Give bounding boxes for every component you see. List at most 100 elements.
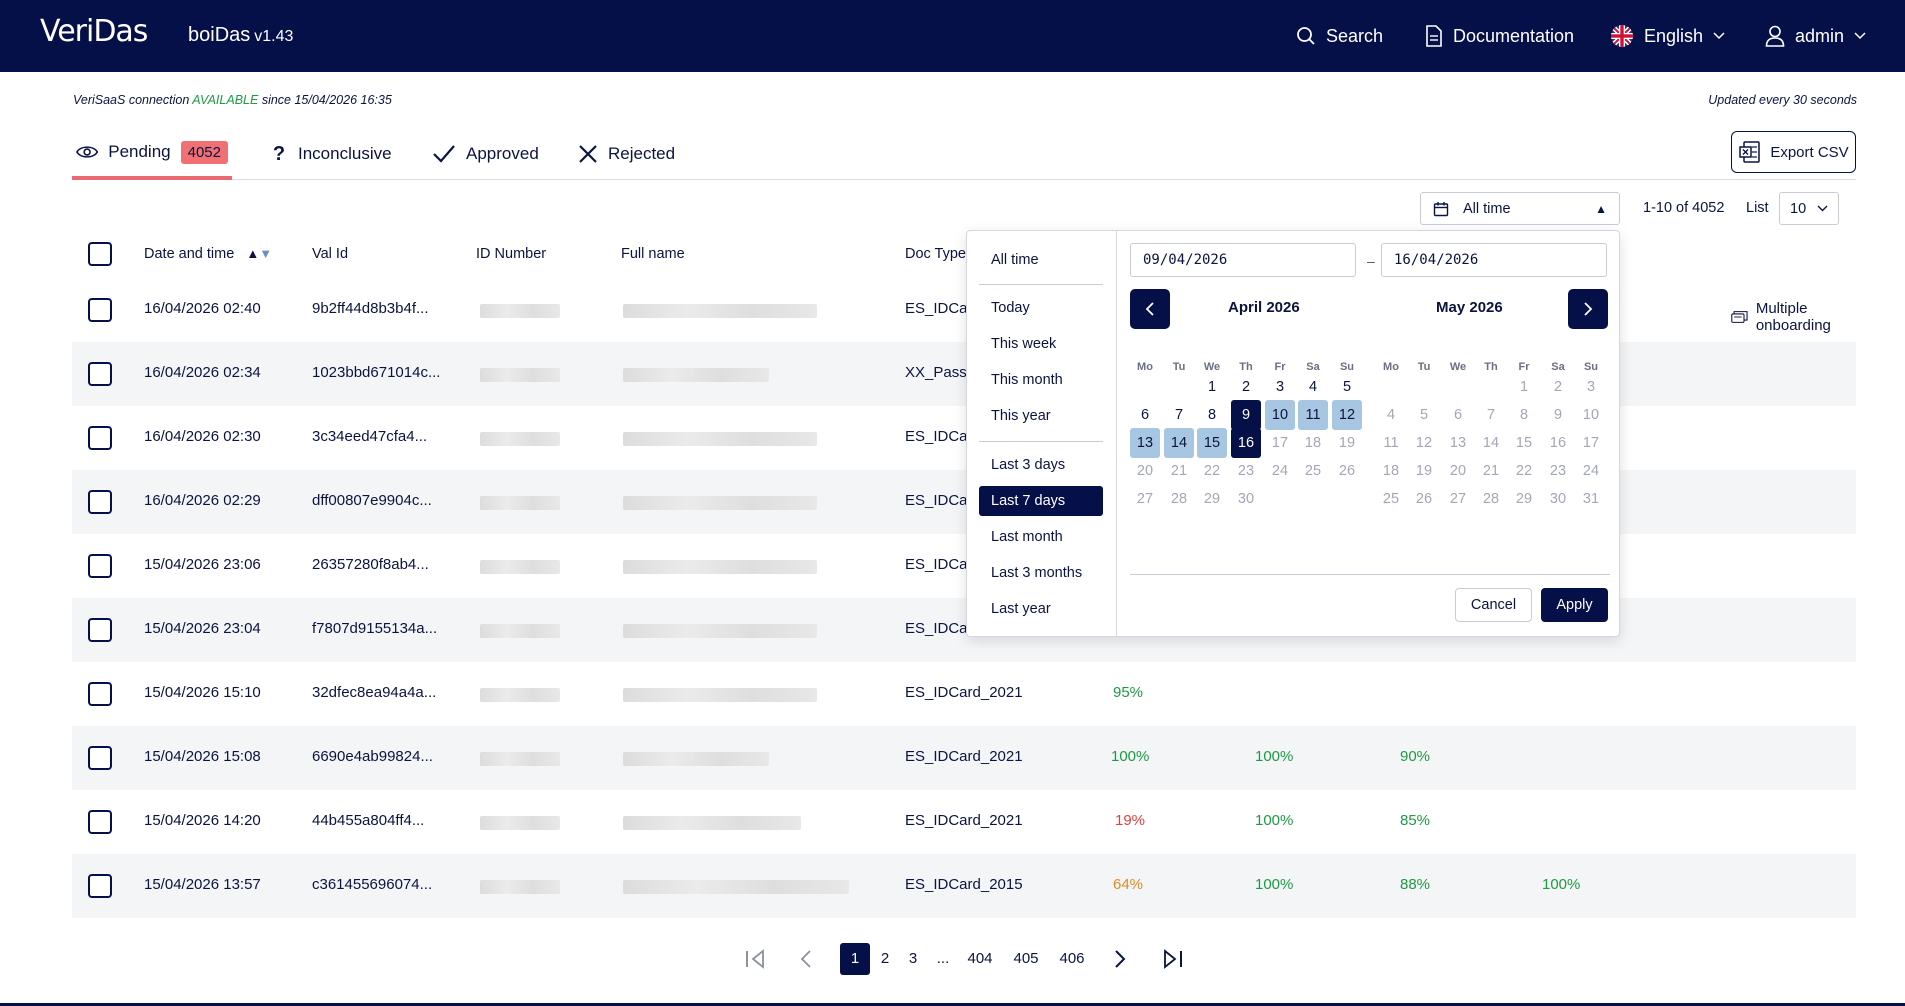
row-checkbox[interactable] (88, 746, 112, 770)
calendar-day[interactable]: 10 (1582, 407, 1600, 423)
row-checkbox[interactable] (88, 298, 112, 322)
page-1[interactable]: 1 (840, 943, 870, 975)
table-row[interactable]: 15/04/2026 15:08 6690e4ab99824... ES_IDC… (72, 726, 1856, 790)
calendar-day[interactable]: 19 (1415, 463, 1433, 479)
calendar-day[interactable]: 16 (1549, 435, 1567, 451)
table-row[interactable]: 16/04/2026 02:30 3c34eed47cfa4... ES_IDC… (72, 406, 1856, 470)
tab-pending[interactable]: Pending 4052 (72, 128, 232, 180)
tab-rejected[interactable]: Rejected (578, 128, 675, 180)
calendar-day[interactable]: 24 (1271, 463, 1289, 479)
last-page-icon[interactable] (1162, 949, 1184, 969)
calendar-day[interactable]: 26 (1415, 491, 1433, 507)
preset-this-year[interactable]: This year (991, 408, 1051, 424)
calendar-day[interactable]: 13 (1130, 428, 1160, 458)
row-checkbox[interactable] (88, 618, 112, 642)
calendar-day[interactable]: 6 (1140, 407, 1150, 423)
calendar-day[interactable]: 4 (1386, 407, 1396, 423)
export-csv-button[interactable]: Export CSV (1731, 131, 1856, 173)
calendar-day[interactable]: 25 (1304, 463, 1322, 479)
calendar-day[interactable]: 20 (1136, 463, 1154, 479)
calendar-day[interactable]: 23 (1237, 463, 1255, 479)
select-all-checkbox[interactable] (88, 242, 112, 266)
row-checkbox[interactable] (88, 362, 112, 386)
calendar-day[interactable]: 8 (1207, 407, 1217, 423)
calendar-day[interactable]: 9 (1553, 407, 1563, 423)
search-nav-button[interactable]: Search (1296, 0, 1383, 72)
language-selector[interactable]: English (1610, 0, 1725, 72)
veridas-logo[interactable]: VeriDas (40, 14, 148, 49)
column-header-full-name[interactable]: Full name (621, 246, 685, 262)
previous-page-icon[interactable] (800, 949, 812, 969)
page-3[interactable]: 3 (908, 950, 918, 967)
calendar-day[interactable]: 12 (1332, 400, 1362, 430)
column-header-date[interactable]: Date and time ▲▼ (144, 246, 272, 262)
calendar-day[interactable]: 2 (1553, 379, 1563, 395)
page-404[interactable]: 404 (967, 950, 993, 967)
table-row[interactable]: 15/04/2026 14:20 44b455a804ff4... ES_IDC… (72, 790, 1856, 854)
calendar-day[interactable]: 12 (1415, 435, 1433, 451)
user-menu[interactable]: admin (1765, 0, 1866, 72)
calendar-day[interactable]: 14 (1164, 428, 1194, 458)
calendar-day[interactable]: 31 (1582, 491, 1600, 507)
first-page-icon[interactable] (744, 949, 766, 969)
calendar-day[interactable]: 7 (1174, 407, 1184, 423)
calendar-day[interactable]: 26 (1338, 463, 1356, 479)
date-range-select[interactable]: All time ▲ (1420, 192, 1620, 225)
calendar-day[interactable]: 20 (1449, 463, 1467, 479)
calendar-day[interactable]: 1 (1519, 379, 1529, 395)
table-row[interactable]: 16/04/2026 02:40 9b2ff44d8b3b4f... ES_ID… (72, 278, 1856, 342)
apply-button[interactable]: Apply (1541, 588, 1608, 622)
calendar-day[interactable]: 5 (1342, 379, 1352, 395)
preset-all-time[interactable]: All time (991, 252, 1039, 268)
page-406[interactable]: 406 (1059, 950, 1085, 967)
calendar-day[interactable]: 29 (1515, 491, 1533, 507)
calendar-day[interactable]: 15 (1515, 435, 1533, 451)
calendar-day[interactable]: 30 (1237, 491, 1255, 507)
calendar-day[interactable]: 25 (1382, 491, 1400, 507)
documentation-nav-button[interactable]: Documentation (1425, 0, 1574, 72)
calendar-day[interactable]: 6 (1453, 407, 1463, 423)
previous-month-button[interactable] (1130, 289, 1170, 329)
multiple-onboarding-indicator[interactable]: Multiple onboarding (1731, 300, 1856, 334)
calendar-day[interactable]: 9 (1231, 400, 1261, 430)
calendar-day[interactable]: 24 (1582, 463, 1600, 479)
start-date-input[interactable]: 09/04/2026 (1130, 243, 1356, 277)
calendar-day[interactable]: 30 (1549, 491, 1567, 507)
row-checkbox[interactable] (88, 682, 112, 706)
next-page-icon[interactable] (1114, 949, 1126, 969)
preset-last-month[interactable]: Last month (991, 529, 1063, 545)
calendar-day[interactable]: 22 (1515, 463, 1533, 479)
row-val-id[interactable]: c361455696074... (312, 876, 433, 893)
calendar-day[interactable]: 29 (1203, 491, 1221, 507)
calendar-day[interactable]: 27 (1449, 491, 1467, 507)
calendar-day[interactable]: 17 (1582, 435, 1600, 451)
end-date-input[interactable]: 16/04/2026 (1381, 243, 1607, 277)
row-val-id[interactable]: 1023bbd671014c... (312, 364, 441, 381)
preset-last-year[interactable]: Last year (991, 601, 1051, 617)
calendar-day[interactable]: 28 (1170, 491, 1188, 507)
calendar-day[interactable]: 22 (1203, 463, 1221, 479)
calendar-day[interactable]: 10 (1265, 400, 1295, 430)
calendar-day[interactable]: 21 (1482, 463, 1500, 479)
row-checkbox[interactable] (88, 554, 112, 578)
page-2[interactable]: 2 (880, 950, 890, 967)
calendar-day[interactable]: 4 (1308, 379, 1318, 395)
list-size-select[interactable]: 10 (1779, 192, 1839, 225)
calendar-day[interactable]: 1 (1207, 379, 1217, 395)
row-val-id[interactable]: 6690e4ab99824... (312, 748, 433, 765)
row-val-id[interactable]: 3c34eed47cfa4... (312, 428, 428, 445)
tab-approved[interactable]: Approved (432, 128, 539, 180)
row-checkbox[interactable] (88, 490, 112, 514)
preset-last-3-days[interactable]: Last 3 days (991, 457, 1066, 473)
sort-icon[interactable]: ▲▼ (246, 246, 273, 261)
calendar-day[interactable]: 23 (1549, 463, 1567, 479)
calendar-day[interactable]: 16 (1231, 428, 1261, 458)
preset-last-7-days[interactable]: Last 7 days (979, 486, 1103, 516)
calendar-day[interactable]: 17 (1271, 435, 1289, 451)
next-month-button[interactable] (1568, 289, 1608, 329)
row-val-id[interactable]: dff00807e9904c... (312, 492, 432, 509)
row-checkbox[interactable] (88, 426, 112, 450)
calendar-day[interactable]: 28 (1482, 491, 1500, 507)
calendar-day[interactable]: 13 (1449, 435, 1467, 451)
row-checkbox[interactable] (88, 810, 112, 834)
